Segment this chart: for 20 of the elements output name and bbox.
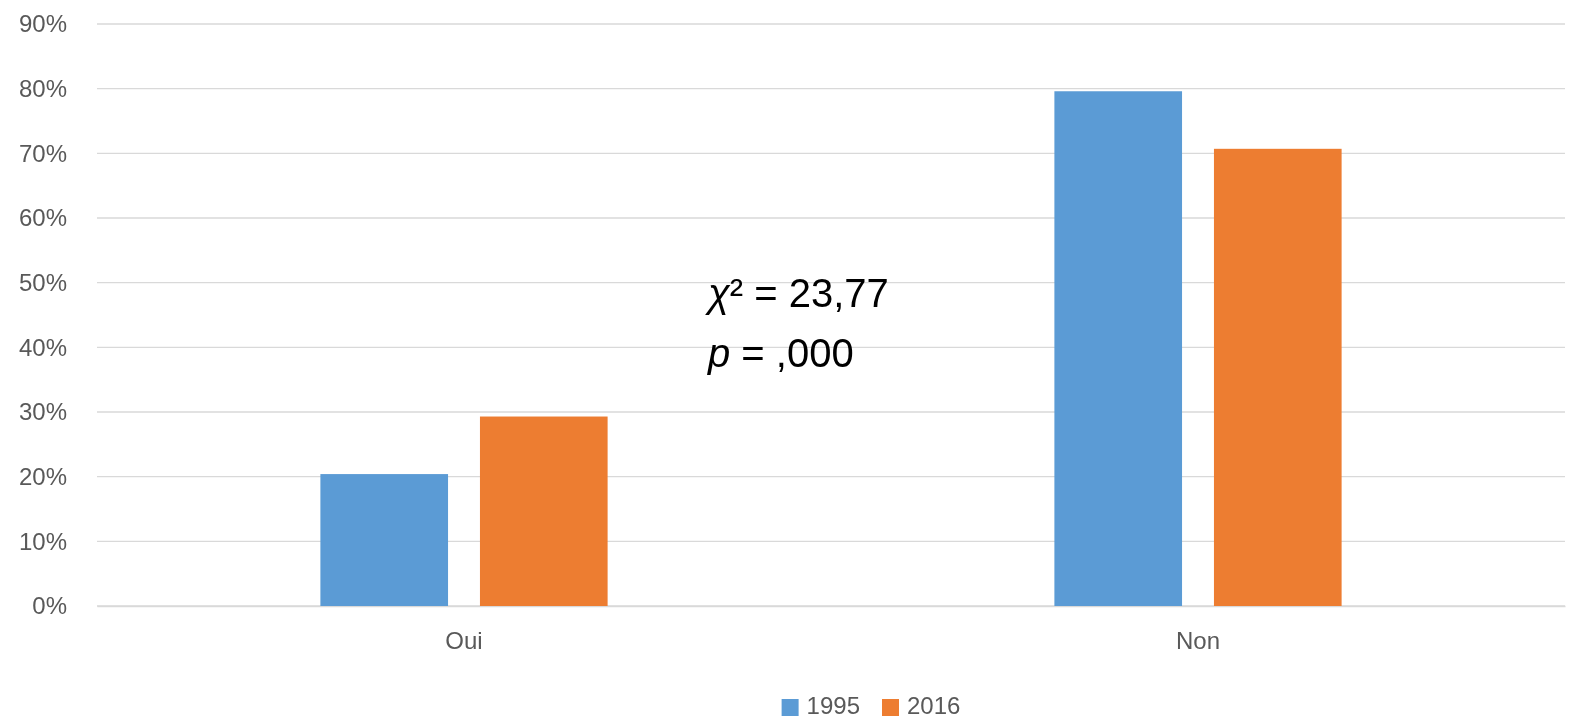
annotation: p = ,000 [707, 331, 854, 375]
legend-label: 1995 [806, 692, 860, 719]
bar [479, 416, 608, 606]
y-tick-label: 90% [18, 10, 67, 38]
legend-label: 2016 [907, 692, 961, 719]
y-tick-label: 10% [18, 527, 67, 555]
y-tick-label: 0% [32, 592, 67, 620]
y-tick-label: 70% [18, 139, 67, 167]
y-tick-label: 50% [18, 268, 67, 296]
y-tick-label: 40% [18, 333, 67, 361]
y-tick-label: 30% [18, 398, 67, 426]
annotation: χ² = 23,77 [705, 271, 889, 315]
x-tick-label: Non [1175, 627, 1221, 655]
y-tick-label: 80% [18, 74, 67, 102]
y-tick-label: 60% [18, 204, 67, 232]
y-tick-label: 20% [18, 462, 67, 490]
x-tick-label: Oui [445, 627, 483, 655]
bar [1054, 91, 1183, 606]
bar [320, 474, 449, 606]
bar [1213, 148, 1342, 606]
